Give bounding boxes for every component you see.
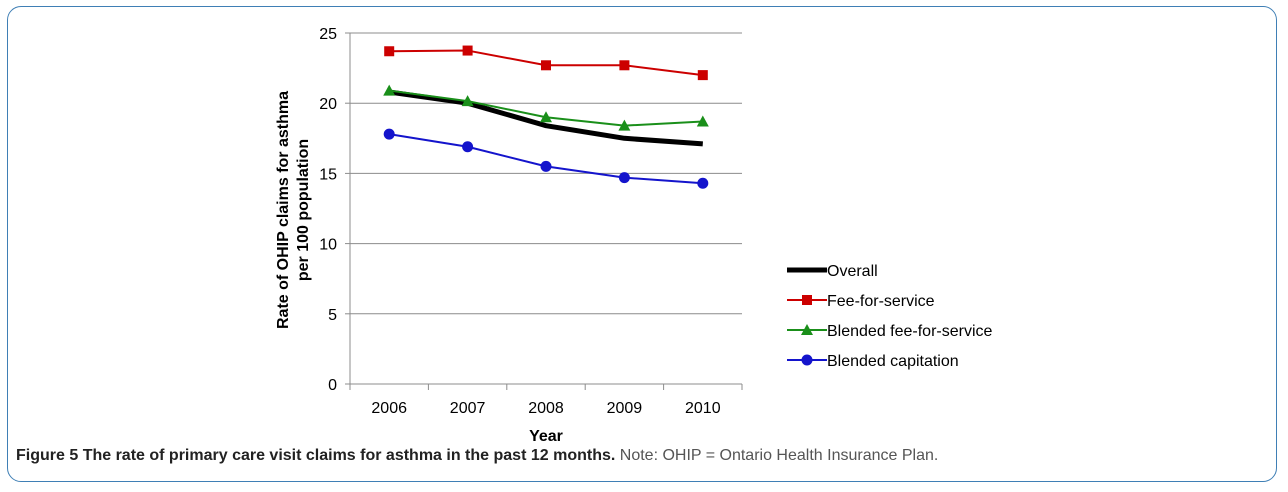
- legend-label: Fee-for-service: [827, 293, 935, 310]
- figure-caption: Figure 5 The rate of primary care visit …: [16, 447, 938, 465]
- marker-circle: [540, 160, 552, 172]
- legend-label: Blended capitation: [827, 353, 959, 370]
- y-axis-label-line2: per 100 population: [295, 139, 312, 281]
- legend: Overall Fee-for-service Blended fee-for-se…: [787, 263, 993, 370]
- x-axis-label: Year: [529, 428, 563, 445]
- marker-circle: [618, 172, 630, 184]
- figure-label: Figure 5: [16, 447, 79, 464]
- marker-square: [384, 46, 395, 57]
- y-tick-label: 0: [328, 377, 337, 394]
- series-lines: [383, 45, 709, 189]
- y-tick-label: 25: [319, 26, 337, 43]
- marker-triangle: [801, 324, 813, 335]
- marker-square: [462, 45, 473, 56]
- marker-triangle: [696, 115, 709, 127]
- grid-lines: [350, 32, 742, 315]
- marker-circle: [801, 354, 813, 366]
- x-tick-label: 2009: [607, 400, 643, 417]
- marker-square: [697, 70, 708, 81]
- x-tick-label: 2010: [685, 400, 721, 417]
- marker-triangle: [540, 111, 552, 123]
- marker-triangle: [618, 119, 631, 131]
- marker-circle: [462, 141, 474, 153]
- y-tick-label: 20: [319, 96, 337, 113]
- x-tick-label: 2006: [371, 400, 407, 417]
- figure-note: Note: OHIP = Ontario Health Insurance Pl…: [619, 447, 939, 464]
- legend-label: Blended fee-for-service: [827, 323, 993, 340]
- marker-triangle: [383, 84, 396, 96]
- marker-square: [541, 60, 551, 71]
- figure-title: The rate of primary care visit claims fo…: [82, 447, 616, 464]
- marker-triangle: [461, 95, 474, 107]
- axes: 0 5 10 15 20 25 2006 2007 2008 2009 2010: [319, 26, 743, 417]
- y-axis-label-line1: Rate of OHIP claims for asthma: [275, 91, 292, 329]
- legend-label: Overall: [827, 263, 878, 280]
- marker-square: [802, 295, 812, 305]
- series-line-overall: [388, 89, 703, 147]
- x-tick-label: 2007: [450, 400, 486, 417]
- marker-square: [619, 60, 630, 71]
- marker-circle: [697, 177, 709, 189]
- y-tick-label: 15: [319, 166, 337, 183]
- marker-circle: [383, 128, 395, 140]
- x-tick-label: 2008: [528, 400, 564, 417]
- y-tick-label: 10: [319, 237, 337, 254]
- y-tick-label: 5: [328, 307, 337, 324]
